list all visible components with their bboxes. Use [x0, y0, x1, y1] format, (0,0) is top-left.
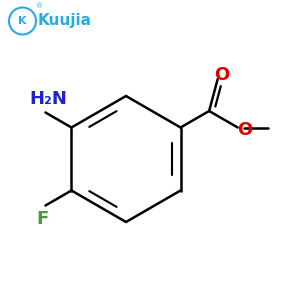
Text: Kuujia: Kuujia — [38, 14, 92, 28]
Text: H₂N: H₂N — [29, 90, 68, 108]
Text: K: K — [18, 16, 27, 26]
Text: ®: ® — [36, 3, 43, 9]
Text: O: O — [214, 66, 230, 84]
Text: O: O — [237, 121, 252, 139]
Text: F: F — [36, 210, 49, 228]
